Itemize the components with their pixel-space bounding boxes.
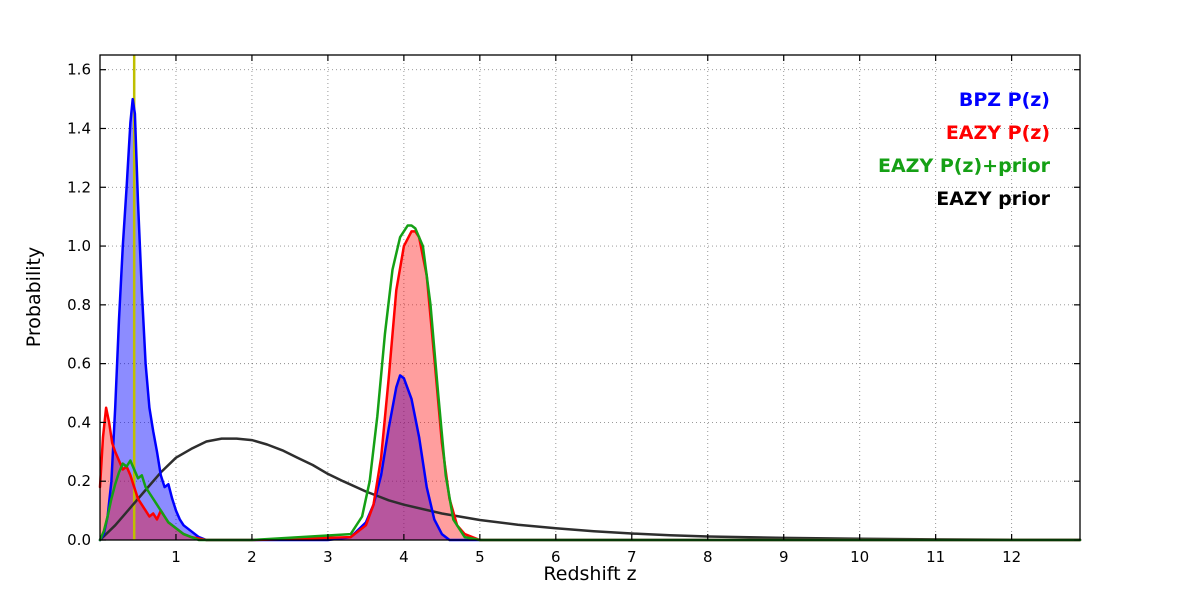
chart-generated: 1 2 3 4 5 6 7 8 9 10 11 120.00.20.40.60.81.01.21.41…	[67, 54, 1082, 566]
x-tick-label: 6	[551, 548, 561, 566]
x-axis-label: Redshift z	[543, 563, 636, 585]
legend: BPZ P(z) EAZY P(z) EAZY P(z)+prior EAZY …	[878, 84, 1050, 216]
plot-frame	[99, 54, 1081, 541]
legend-item-label: EAZY P(z)+prior	[877, 155, 1050, 177]
x-tick-label: 9	[779, 548, 789, 566]
y-tick-label: 0.0	[67, 531, 91, 549]
legend-item-label: EAZY P(z)	[945, 122, 1050, 144]
y-axis-label: Probability	[23, 247, 45, 347]
x-tick-label: 5	[475, 548, 485, 566]
legend-item-bpz-pz: BPZ P(z)	[878, 84, 1050, 117]
legend-item-eazy-pz-prior: EAZY P(z)+prior	[878, 150, 1050, 183]
series-line-3	[98, 437, 1082, 542]
legend-item-label: EAZY prior	[936, 188, 1050, 210]
y-tick-label: 1.0	[67, 237, 91, 255]
y-tick-label: 0.8	[67, 296, 91, 314]
x-tick-label: 12	[1002, 548, 1021, 566]
x-tick-label: 1	[171, 548, 181, 566]
x-tick-label: 11	[926, 548, 945, 566]
y-tick-label: 0.4	[67, 413, 91, 431]
x-tick-label: 10	[850, 548, 869, 566]
x-tick-label: 2	[247, 548, 257, 566]
x-tick-label: 7	[627, 548, 637, 566]
legend-item-eazy-pz: EAZY P(z)	[878, 117, 1050, 150]
series-line-1	[98, 230, 1082, 542]
y-tick-label: 0.2	[67, 472, 91, 490]
series-fill-1	[100, 231, 1080, 540]
legend-item-label: BPZ P(z)	[958, 89, 1050, 111]
x-tick-label: 8	[703, 548, 713, 566]
y-tick-label: 0.6	[67, 355, 91, 373]
x-tick-label: 4	[399, 548, 409, 566]
x-tick-label: 3	[323, 548, 333, 566]
series-line-0	[98, 97, 1082, 542]
legend-item-eazy-prior: EAZY prior	[878, 183, 1050, 216]
y-tick-label: 1.2	[67, 178, 91, 196]
y-tick-label: 1.6	[67, 61, 91, 79]
y-tick-label: 1.4	[67, 119, 91, 137]
series-line-2	[98, 224, 1082, 542]
